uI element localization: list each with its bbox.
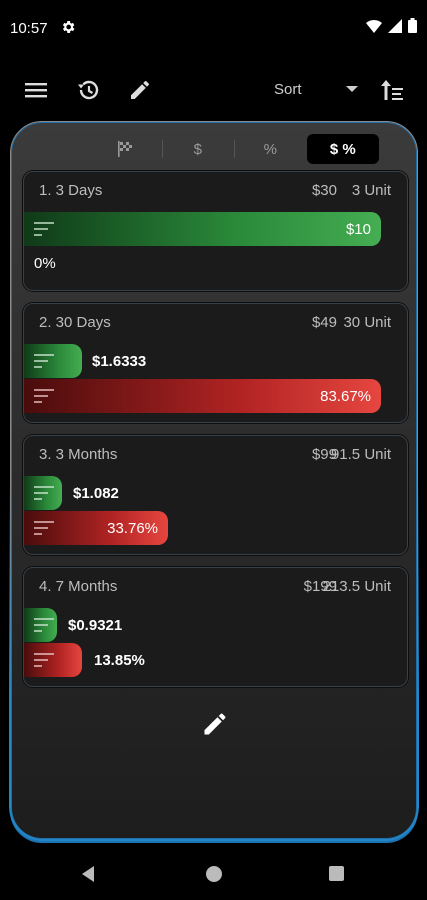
- plan-price: $199: [303, 578, 337, 595]
- plan-title: 4. 7 Months: [39, 578, 118, 595]
- plan-title: 2. 30 Days: [39, 314, 111, 331]
- tab-percent[interactable]: %: [234, 134, 307, 164]
- dollar-per-unit-bar: [24, 476, 62, 510]
- plan-price: $99: [311, 446, 337, 463]
- tab-dollar[interactable]: $: [161, 134, 235, 164]
- battery-icon: [408, 18, 417, 33]
- plan-title: 3. 3 Months: [39, 446, 118, 463]
- plan-units: 30 Unit: [343, 314, 391, 331]
- percent-saving-value: 13.85%: [94, 652, 145, 669]
- plan-units: 3 Unit: [351, 182, 391, 199]
- percent-saving-value: 0%: [34, 255, 56, 272]
- status-bar: 10:57: [0, 0, 427, 58]
- status-time: 10:57: [10, 20, 48, 37]
- dollar-per-unit-bar: $10: [24, 212, 381, 246]
- bar-lines-icon: [34, 618, 54, 632]
- bar-lines-icon: [34, 521, 54, 535]
- system-nav-bar: [0, 850, 427, 900]
- tab-dollar-percent[interactable]: $ %: [306, 134, 379, 164]
- plan-units: 91.5 Unit: [330, 446, 391, 463]
- dollar-per-unit-value: $1.082: [73, 485, 119, 502]
- percent-saving-bar: 33.76%: [24, 511, 168, 545]
- settings-gear-icon: [62, 21, 75, 33]
- percent-saving-value: 83.67%: [320, 388, 371, 405]
- bar-lines-icon: [34, 486, 54, 500]
- plan-card-4[interactable]: 4. 7 Months $199 213.5 Unit $0.9321 13.8…: [23, 567, 408, 687]
- sort-ascending-icon[interactable]: [380, 78, 404, 102]
- dollar-per-unit-bar: [24, 344, 82, 378]
- subscription-panel: $ % $ % 1. 3 Days $30 3 Unit $10 0% 2. 3…: [10, 121, 418, 840]
- recents-icon[interactable]: [329, 866, 344, 881]
- menu-icon[interactable]: [24, 78, 48, 102]
- bar-lines-icon: [34, 389, 54, 403]
- app-toolbar: Sort: [0, 70, 427, 110]
- sort-label[interactable]: Sort: [274, 81, 302, 98]
- view-tabs: $ % $ %: [89, 134, 379, 164]
- dollar-per-unit-value: $0.9321: [68, 617, 123, 634]
- signal-icon: [388, 18, 402, 33]
- wifi-icon: [366, 19, 382, 33]
- history-icon[interactable]: [76, 78, 100, 102]
- home-icon[interactable]: [206, 866, 222, 882]
- plan-title: 1. 3 Days: [39, 182, 103, 199]
- bar-lines-icon: [34, 653, 54, 667]
- percent-saving-bar: 83.67%: [24, 379, 381, 413]
- back-icon[interactable]: [82, 866, 94, 882]
- bar-lines-icon: [34, 222, 54, 236]
- edit-pencil-icon[interactable]: [201, 710, 229, 738]
- dollar-per-unit-value: $1.6333: [92, 353, 147, 370]
- percent-saving-value: 33.76%: [107, 520, 158, 537]
- bar-lines-icon: [34, 354, 54, 368]
- plan-price: $49: [311, 314, 337, 331]
- checkered-flag-icon: [118, 141, 133, 157]
- plan-price: $30: [311, 182, 337, 199]
- status-indicators: [366, 18, 417, 33]
- pencil-icon[interactable]: [128, 78, 152, 102]
- dollar-per-unit-value: $10: [345, 221, 371, 238]
- tab-flag[interactable]: [89, 134, 162, 164]
- plan-card-3[interactable]: 3. 3 Months $99 91.5 Unit $1.082 33.76%: [23, 435, 408, 555]
- sort-dropdown-caret-icon[interactable]: [346, 86, 358, 92]
- plan-card-1[interactable]: 1. 3 Days $30 3 Unit $10 0%: [23, 171, 408, 291]
- percent-saving-bar: [24, 643, 82, 677]
- dollar-per-unit-bar: [24, 608, 57, 642]
- plan-units: 213.5 Unit: [322, 578, 391, 595]
- plan-card-2[interactable]: 2. 30 Days $49 30 Unit $1.6333 83.67%: [23, 303, 408, 423]
